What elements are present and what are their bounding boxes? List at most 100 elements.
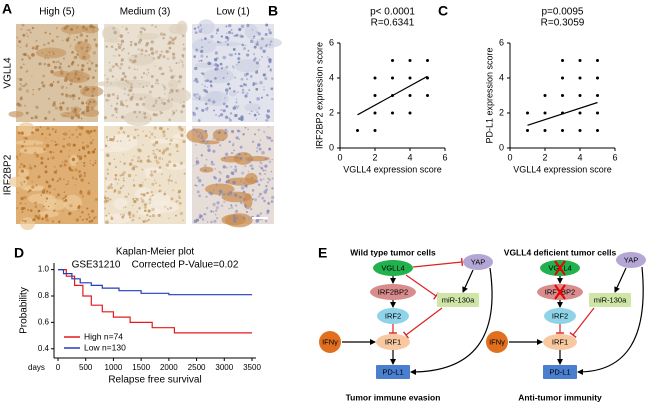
tissue-cell [200,72,203,74]
tissue-cell [127,31,130,34]
tissue-cell [114,48,118,51]
tissue-cell [140,199,145,203]
tissue-cell [61,101,65,105]
tissue-cell [41,52,44,54]
tissue-cell [71,157,76,162]
survival-curve [58,269,252,296]
tissue-cell [234,52,237,55]
tissue-cell [64,195,68,198]
tissue-cell [56,143,59,146]
tissue-cell [150,84,154,88]
tissue-cell [105,214,108,217]
tissue-cell [114,173,118,177]
tissue-cell [158,66,163,71]
tissue-cell [237,57,241,61]
tissue-cell [134,54,138,59]
tissue-cell [131,204,134,207]
tissue-cell [71,94,75,97]
tissue-cell [255,82,258,85]
tissue-cell [45,143,50,148]
x-tick-label: 4 [577,152,582,162]
tissue-cell [137,134,140,137]
tissue-cell [44,170,48,174]
tissue-cell [203,164,207,168]
tissue-cell [240,77,244,81]
tissue-cell [45,180,49,184]
tissue-cell [255,150,259,153]
tissue-cell [249,75,253,78]
tissue-cell [252,58,256,62]
tissue-cell [163,85,166,88]
tissue-cell [265,118,269,122]
tissue-cell [104,144,108,147]
tissue-cell [235,101,238,104]
tissue-cell [224,97,226,99]
tissue-cell [205,55,209,58]
tissue-cell [233,219,237,223]
tissue-cell [222,77,225,80]
tissue-cell [16,36,19,39]
tissue-cell [144,96,146,99]
tissue-cell [119,34,124,38]
tissue-cell [168,98,170,100]
tissue-cell [169,68,173,73]
tissue-cell [198,60,200,62]
tissue-cell [147,72,150,74]
y-tick-label: 6 [499,37,504,47]
tissue-cell [142,144,144,146]
tissue-cell [112,54,115,57]
tissue-cell [82,55,86,60]
tissue-cell [70,27,73,31]
survival-curve [58,269,252,334]
tissue-cell [51,50,54,53]
tissue-cell [253,53,256,56]
tissue-cell [215,113,217,116]
tissue-cell [269,69,271,72]
x-tick-label: 1000 [105,363,123,372]
tissue-cell [40,161,44,165]
tissue-cell [62,132,65,136]
node-label: IRF2BP2 [378,287,408,296]
node [373,260,413,276]
tissue-cell [130,40,133,44]
tissue-cell [225,180,228,184]
tissue-cell [264,157,267,160]
tissue-cell [73,76,76,79]
tissue-cell [115,79,118,81]
tissue-cell [199,131,203,135]
point [408,94,412,97]
tissue-cell [86,35,89,38]
tissue-cell [143,112,147,115]
tissue-cell [110,45,114,49]
tissue-cell [262,49,266,53]
tissue-cell [51,39,55,43]
tissue-cell [241,88,245,91]
tissue-cell [23,195,27,200]
tissue-cell [77,50,79,53]
tissue-cell [174,181,178,184]
tissue-cell [216,201,220,205]
tissue-patch [82,109,100,118]
tissue-cell [243,73,248,77]
y-axis-label: IRF2BP2 expression score [314,42,324,149]
tissue-cell [32,88,35,91]
tissue-cell [240,186,245,190]
fit-line [527,101,598,126]
tissue-cell [78,149,81,152]
node-label: IRF1 [552,337,568,346]
tissue-cell [119,100,123,104]
tissue-cell [57,60,60,64]
tissue-cell [136,160,139,163]
inhibition-edge [572,307,595,336]
tissue-cell [73,108,77,112]
tissue-cell [55,61,58,63]
point [408,76,412,80]
tissue-cell [163,87,167,91]
tissue-cell [114,165,118,169]
tissue-cell [181,54,185,57]
tissue-cell [113,30,117,35]
tissue-cell [224,152,229,156]
y-tick-label: 2 [499,107,504,117]
tissue-cell [141,33,143,36]
tissue-cell [62,57,65,60]
